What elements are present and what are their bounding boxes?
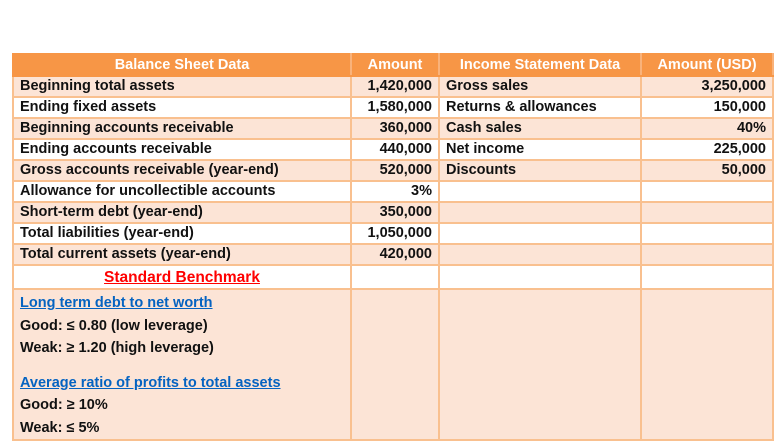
income-statement-amount[interactable]: 50,000 — [640, 159, 774, 182]
income-statement-amount[interactable]: 3,250,000 — [640, 75, 774, 98]
table-row: Ending accounts receivable 440,000 Net i… — [12, 138, 774, 161]
empty-cell[interactable] — [438, 264, 642, 290]
income-statement-amount[interactable]: 150,000 — [640, 96, 774, 119]
balance-sheet-label[interactable]: Beginning total assets — [12, 75, 352, 98]
header-amount-usd: Amount (USD) — [640, 53, 774, 77]
financial-data-sheet: Balance Sheet Data Amount Income Stateme… — [12, 53, 774, 441]
table-row: Gross accounts receivable (year-end) 520… — [12, 159, 774, 182]
balance-sheet-amount[interactable]: 420,000 — [350, 243, 440, 266]
income-statement-amount[interactable] — [640, 201, 774, 224]
empty-cell[interactable] — [438, 288, 642, 441]
benchmark-good-line: Good: ≥ 10% — [20, 397, 108, 413]
standard-benchmark-title: Standard Benchmark — [12, 264, 352, 290]
income-statement-label[interactable] — [438, 201, 642, 224]
benchmark-section-leverage: Long term debt to net worth Good: ≤ 0.80… — [20, 292, 344, 360]
balance-sheet-amount[interactable]: 3% — [350, 180, 440, 203]
table-row: Beginning total assets 1,420,000 Gross s… — [12, 75, 774, 98]
benchmark-weak-line: Weak: ≤ 5% — [20, 419, 100, 436]
income-statement-amount[interactable]: 40% — [640, 117, 774, 140]
balance-sheet-amount[interactable]: 350,000 — [350, 201, 440, 224]
income-statement-amount[interactable]: 225,000 — [640, 138, 774, 161]
income-statement-label[interactable] — [438, 180, 642, 203]
balance-sheet-label[interactable]: Beginning accounts receivable — [12, 117, 352, 140]
balance-sheet-label[interactable]: Short-term debt (year-end) — [12, 201, 352, 224]
balance-sheet-label[interactable]: Ending accounts receivable — [12, 138, 352, 161]
benchmark-section-profits: Average ratio of profits to total assets… — [20, 372, 344, 439]
income-statement-label[interactable]: Cash sales — [438, 117, 642, 140]
header-row: Balance Sheet Data Amount Income Stateme… — [12, 53, 774, 77]
empty-cell[interactable] — [640, 264, 774, 290]
empty-cell[interactable] — [640, 288, 774, 441]
balance-sheet-amount[interactable]: 1,050,000 — [350, 222, 440, 245]
income-statement-label[interactable] — [438, 243, 642, 266]
table-row: Ending fixed assets 1,580,000 Returns & … — [12, 96, 774, 119]
balance-sheet-label[interactable]: Gross accounts receivable (year-end) — [12, 159, 352, 182]
balance-sheet-amount[interactable]: 520,000 — [350, 159, 440, 182]
header-balance-sheet-data: Balance Sheet Data — [12, 53, 352, 77]
balance-sheet-amount[interactable]: 1,580,000 — [350, 96, 440, 119]
benchmark-heading-link[interactable]: Average ratio of profits to total assets — [20, 374, 281, 391]
income-statement-label[interactable]: Returns & allowances — [438, 96, 642, 119]
income-statement-label[interactable]: Discounts — [438, 159, 642, 182]
balance-sheet-amount[interactable]: 1,420,000 — [350, 75, 440, 98]
table-row: Beginning accounts receivable 360,000 Ca… — [12, 117, 774, 140]
benchmark-weak-line: Weak: ≥ 1.20 (high leverage) — [20, 340, 214, 356]
table-row: Allowance for uncollectible accounts 3% — [12, 180, 774, 203]
balance-sheet-label[interactable]: Ending fixed assets — [12, 96, 352, 119]
table-row: Total liabilities (year-end) 1,050,000 — [12, 222, 774, 245]
income-statement-label[interactable]: Gross sales — [438, 75, 642, 98]
balance-sheet-label[interactable]: Allowance for uncollectible accounts — [12, 180, 352, 203]
benchmark-details-row: Long term debt to net worth Good: ≤ 0.80… — [12, 288, 774, 441]
spacer — [20, 360, 344, 372]
header-amount: Amount — [350, 53, 440, 77]
benchmark-good-line: Good: ≤ 0.80 (low leverage) — [20, 317, 208, 334]
income-statement-amount[interactable] — [640, 180, 774, 203]
balance-sheet-label[interactable]: Total current assets (year-end) — [12, 243, 352, 266]
income-statement-label[interactable] — [438, 222, 642, 245]
benchmark-title-row: Standard Benchmark — [12, 264, 774, 290]
financial-data-table: Balance Sheet Data Amount Income Stateme… — [12, 53, 774, 441]
income-statement-amount[interactable] — [640, 243, 774, 266]
income-statement-amount[interactable] — [640, 222, 774, 245]
benchmark-details-cell[interactable]: Long term debt to net worth Good: ≤ 0.80… — [12, 288, 352, 441]
balance-sheet-label[interactable]: Total liabilities (year-end) — [12, 222, 352, 245]
header-income-statement-data: Income Statement Data — [438, 53, 642, 77]
benchmark-heading-link[interactable]: Long term debt to net worth — [20, 295, 213, 311]
empty-cell[interactable] — [350, 264, 440, 290]
table-row: Short-term debt (year-end) 350,000 — [12, 201, 774, 224]
balance-sheet-amount[interactable]: 440,000 — [350, 138, 440, 161]
balance-sheet-amount[interactable]: 360,000 — [350, 117, 440, 140]
empty-cell[interactable] — [350, 288, 440, 441]
table-row: Total current assets (year-end) 420,000 — [12, 243, 774, 266]
income-statement-label[interactable]: Net income — [438, 138, 642, 161]
